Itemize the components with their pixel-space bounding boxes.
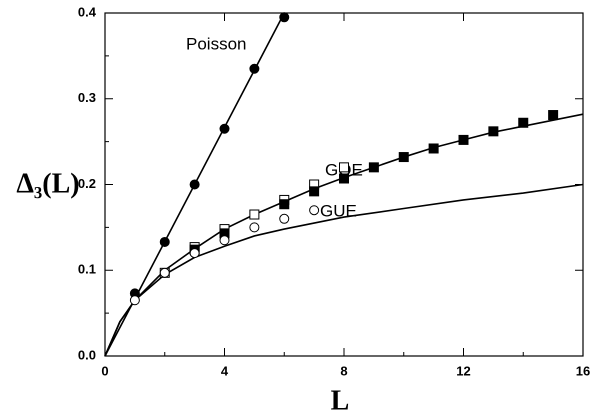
y-tick-label: 0.4: [78, 4, 97, 19]
data-point: [159, 267, 170, 278]
data-point: [488, 126, 499, 137]
x-tick-label: 8: [340, 363, 347, 378]
x-tick-label: 12: [456, 363, 470, 378]
data-point: [189, 248, 200, 259]
data-point: [249, 63, 260, 74]
theory-curve: [104, 113, 584, 357]
y-tick-label: 0.1: [78, 262, 96, 277]
data-point: [458, 134, 469, 145]
y-tick-label: 0.0: [78, 347, 96, 362]
curve-label: GUE: [320, 201, 357, 220]
data-point: [398, 152, 409, 163]
x-tick-label: 0: [101, 363, 108, 378]
data-point: [428, 143, 439, 154]
y-tick-label: 0.2: [78, 176, 96, 191]
y-tick-label: 0.3: [78, 90, 96, 105]
plot-frame: [104, 12, 584, 357]
x-tick-label: 4: [221, 363, 229, 378]
data-point: [129, 295, 140, 306]
y-axis-label: Δ₃(L): [16, 168, 79, 199]
data-point: [548, 110, 559, 121]
data-point: [219, 123, 230, 134]
data-point: [339, 173, 349, 184]
data-point: [279, 199, 290, 210]
data-point: [249, 209, 260, 220]
data-point: [309, 186, 320, 197]
data-point: [339, 162, 349, 173]
data-point: [309, 205, 320, 216]
curve-label: Poisson: [186, 34, 246, 53]
data-point: [368, 162, 379, 173]
data-point: [279, 12, 290, 23]
data-point: [249, 222, 260, 233]
data-point: [219, 235, 230, 246]
x-axis-label: L: [331, 385, 350, 416]
theory-curve: [104, 183, 584, 357]
data-point: [189, 179, 200, 190]
data-point: [518, 117, 529, 128]
x-tick-label: 16: [576, 363, 590, 378]
data-point: [159, 236, 170, 247]
data-point: [279, 213, 290, 224]
